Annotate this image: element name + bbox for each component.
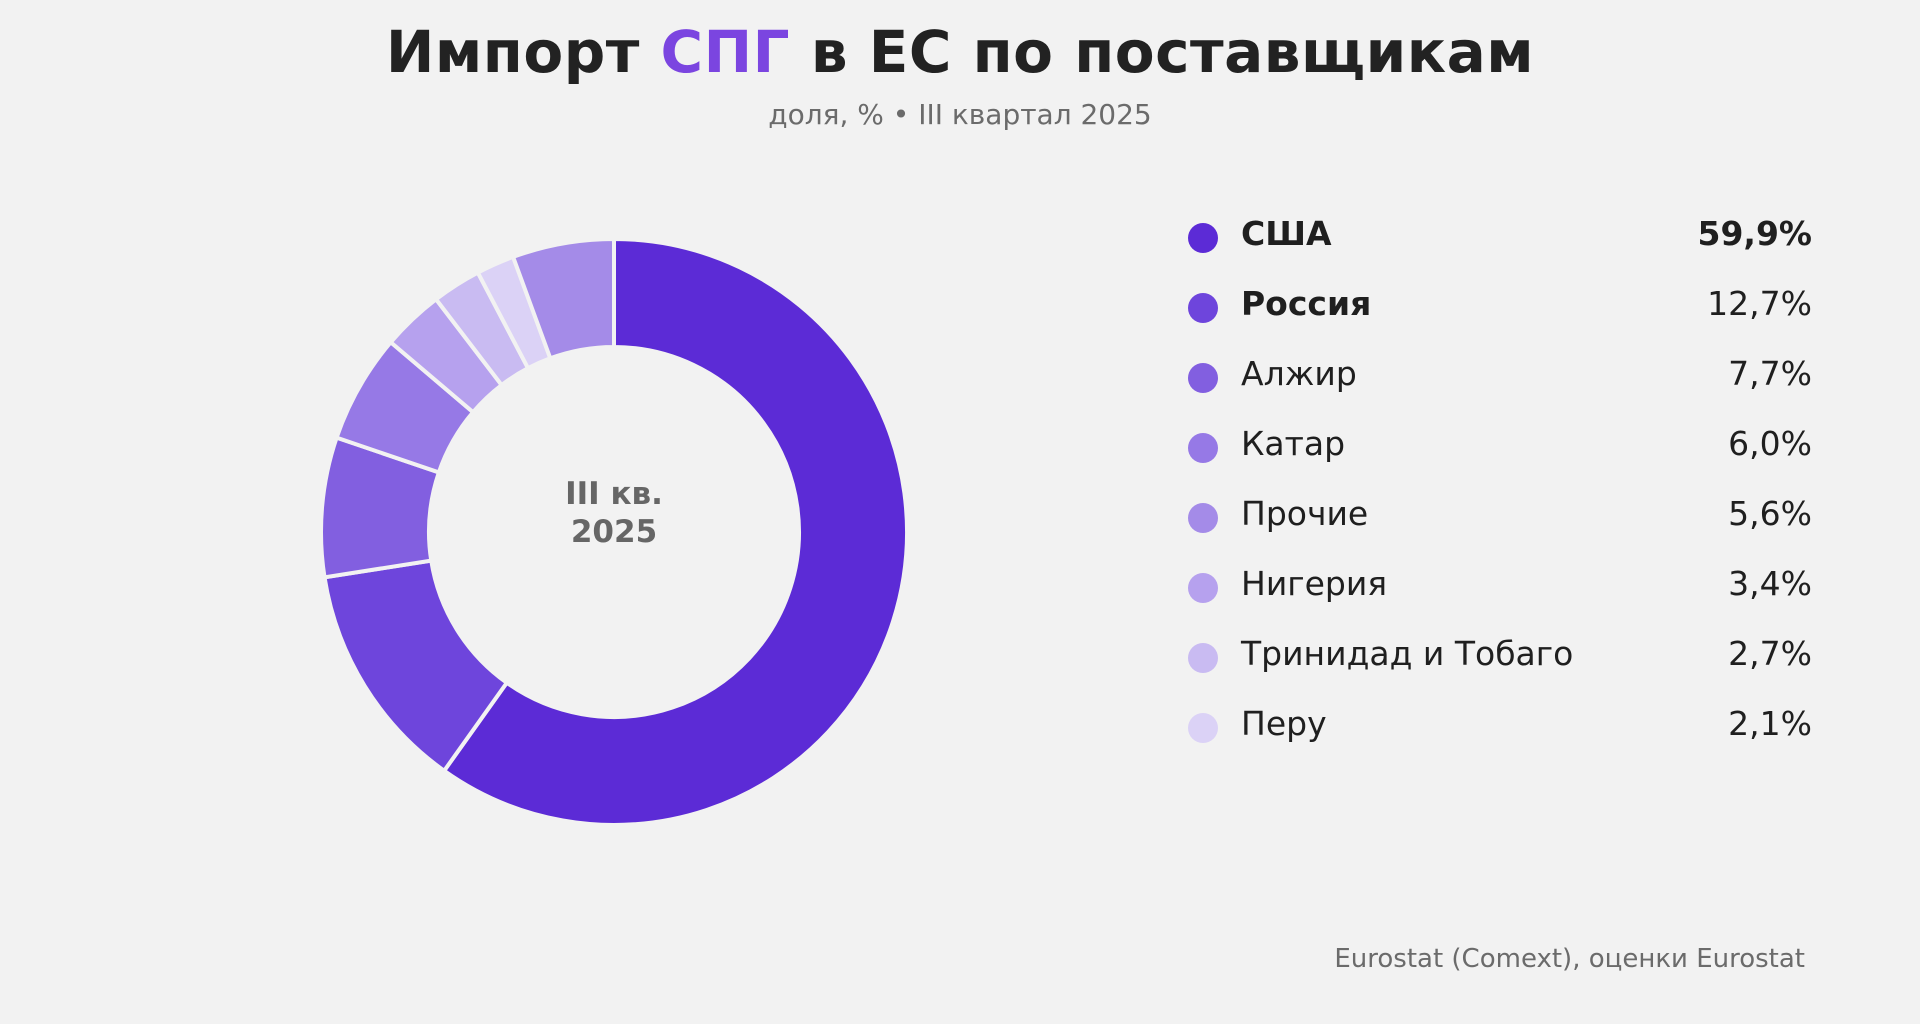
legend-value: 12,7% [1707, 284, 1812, 323]
legend-label: Алжир [1241, 354, 1357, 393]
legend-dot-icon [1188, 643, 1218, 673]
legend-dot-icon [1188, 713, 1218, 743]
legend-dot-icon [1188, 293, 1218, 323]
legend-label: Прочие [1241, 494, 1369, 533]
legend-item: Прочие 5,6% [1186, 490, 1812, 560]
chart-subtitle: доля, % • III квартал 2025 [768, 98, 1152, 131]
title-pre: Импорт [385, 18, 661, 86]
title-accent: СПГ [660, 18, 791, 86]
legend-dot-icon [1188, 573, 1218, 603]
legend-value: 59,9% [1697, 214, 1813, 253]
legend-dot-icon [1188, 363, 1218, 393]
center-label-line1: III кв. [565, 476, 663, 512]
donut-slice-0 [441, 236, 909, 827]
donut-chart [319, 236, 909, 827]
legend-value: 2,1% [1728, 704, 1812, 743]
legend-label: Россия [1241, 284, 1372, 323]
donut-slice-7 [510, 236, 616, 361]
legend-label: США [1241, 214, 1332, 253]
legend-value: 3,4% [1728, 564, 1812, 603]
legend-value: 5,6% [1728, 494, 1812, 533]
legend-item: Россия 12,7% [1186, 280, 1812, 350]
legend-value: 6,0% [1728, 424, 1812, 463]
legend: США 59,9% Россия 12,7% Алжир 7,7% Катар 6,0% Про… [1186, 210, 1812, 770]
legend-value: 7,7% [1728, 354, 1812, 393]
legend-item: Тринидад и Тобаго 2,7% [1186, 630, 1812, 700]
legend-dot-icon [1188, 223, 1218, 253]
legend-label: Нигерия [1241, 564, 1388, 603]
legend-dot-icon [1188, 503, 1218, 533]
chart-title: Импорт СПГ в ЕС по поставщикам [0, 18, 1920, 86]
source-footer: Eurostat (Comext), оценки Eurostat [1334, 944, 1805, 974]
donut-center-label: III кв. 2025 [514, 475, 714, 551]
legend-label: Перу [1241, 704, 1327, 743]
title-post: в ЕС по поставщикам [790, 18, 1535, 86]
legend-item: Перу 2,1% [1186, 700, 1812, 770]
legend-item: Катар 6,0% [1186, 420, 1812, 490]
legend-item: Алжир 7,7% [1186, 350, 1812, 420]
legend-label: Катар [1241, 424, 1346, 463]
legend-item: Нигерия 3,4% [1186, 560, 1812, 630]
legend-value: 2,7% [1728, 634, 1812, 673]
center-label-line2: 2025 [570, 514, 658, 550]
legend-item: США 59,9% [1186, 210, 1812, 280]
legend-label: Тринидад и Тобаго [1241, 634, 1574, 673]
legend-dot-icon [1188, 433, 1218, 463]
